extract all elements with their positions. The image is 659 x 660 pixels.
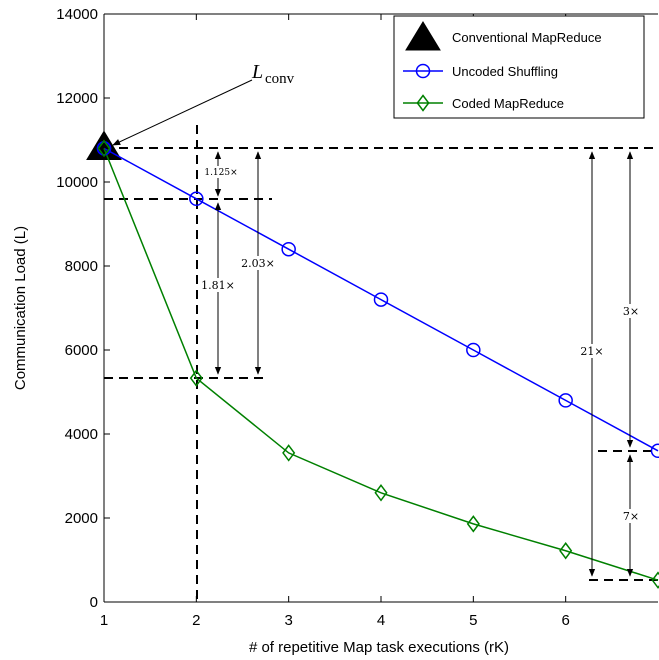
data-point — [189, 191, 204, 207]
ratio-arrows — [112, 79, 634, 577]
y-axis-label: Communication Load (L) — [12, 226, 29, 390]
ratio-labels: 1.125× 1.81× 2.03× 21× 3× 7× — [201, 166, 642, 523]
y-tick-label: 6000 — [65, 342, 98, 359]
series-2 — [97, 139, 659, 589]
ratio-label-181: 1.81× — [201, 279, 235, 292]
legend: Conventional MapReduce Uncoded Shuffling C… — [393, 15, 645, 119]
x-tick-label: 2 — [192, 612, 200, 629]
y-tick-label: 0 — [90, 594, 98, 611]
y-tick-label: 4000 — [65, 426, 98, 443]
legend-box — [393, 15, 645, 119]
y-axis: 0 2000 4000 6000 8000 10000 12000 14000 — [56, 6, 110, 611]
legend-item: Conventional MapReduce — [405, 21, 602, 51]
x-tick-label: 1 — [100, 612, 108, 629]
series-layer — [86, 130, 659, 589]
data-point — [650, 443, 659, 459]
legend-label: Coded MapReduce — [452, 96, 564, 111]
data-point — [558, 393, 573, 408]
y-tick-label: 10000 — [56, 174, 98, 191]
arrow-lconv — [112, 79, 253, 146]
x-axis-label: # of repetitive Map task executions (rK) — [249, 639, 509, 656]
x-tick-label: 4 — [377, 612, 385, 629]
data-point — [373, 292, 389, 307]
reference-lines — [104, 125, 658, 602]
ratio-label-3: 3× — [623, 305, 639, 318]
lconv-main: L — [251, 61, 263, 83]
ratio-label-21: 21× — [580, 345, 603, 358]
legend-marker — [415, 63, 431, 79]
legend-label: Conventional MapReduce — [452, 30, 602, 45]
overlay-points — [96, 139, 112, 158]
lconv-label: L conv — [251, 61, 295, 87]
x-tick-label: 3 — [284, 612, 292, 629]
data-point — [466, 342, 481, 358]
lconv-sub: conv — [265, 71, 295, 87]
legend-item: Coded MapReduce — [403, 94, 564, 112]
ratio-label-7: 7× — [623, 510, 639, 523]
y-tick-label: 8000 — [65, 258, 98, 275]
y-tick-label: 12000 — [56, 90, 98, 107]
legend-label: Uncoded Shuffling — [452, 64, 558, 79]
y-tick-label: 2000 — [65, 510, 98, 527]
x-tick-label: 6 — [561, 612, 569, 629]
series-line — [103, 147, 659, 452]
legend-marker — [416, 94, 430, 112]
ratio-label-203: 2.03× — [241, 257, 275, 270]
data-point — [281, 241, 296, 257]
data-point — [466, 515, 480, 533]
legend-marker — [405, 21, 441, 51]
series-1 — [96, 141, 659, 459]
data-point — [651, 571, 659, 589]
series-line — [103, 148, 659, 581]
ratio-label-1125: 1.125× — [204, 168, 237, 178]
data-point — [282, 444, 296, 462]
legend-item: Uncoded Shuffling — [403, 63, 558, 79]
data-point — [374, 484, 388, 502]
y-tick-label: 14000 — [56, 6, 98, 23]
x-tick-label: 5 — [469, 612, 477, 629]
data-point — [559, 542, 573, 560]
data-point — [189, 369, 203, 387]
data-point — [97, 139, 111, 158]
